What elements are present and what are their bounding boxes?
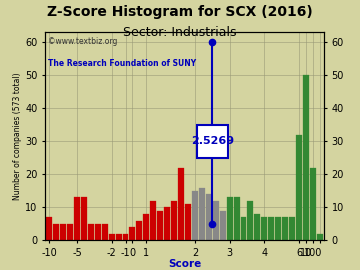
Bar (157, 211, 163, 240)
Bar (122, 234, 129, 240)
Bar (60, 224, 66, 240)
FancyBboxPatch shape (197, 125, 228, 158)
Bar (213, 201, 219, 240)
Bar (247, 201, 253, 240)
Bar (234, 197, 239, 240)
Bar (185, 204, 191, 240)
Bar (255, 214, 260, 240)
Bar (220, 211, 226, 240)
Bar (67, 224, 73, 240)
Bar (74, 197, 80, 240)
Text: 2.5269: 2.5269 (191, 136, 234, 146)
Bar (46, 217, 52, 240)
Bar (88, 224, 94, 240)
Bar (268, 217, 274, 240)
Text: Sector: Industrials: Sector: Industrials (123, 26, 237, 39)
Bar (164, 207, 170, 240)
Bar (206, 194, 212, 240)
Bar (275, 217, 281, 240)
Y-axis label: Number of companies (573 total): Number of companies (573 total) (13, 73, 22, 200)
Bar (192, 191, 198, 240)
Bar (303, 75, 309, 240)
Bar (116, 234, 122, 240)
Bar (296, 135, 302, 240)
Bar (289, 217, 295, 240)
Bar (102, 224, 108, 240)
Bar (150, 201, 156, 240)
Bar (261, 217, 267, 240)
Bar (171, 201, 177, 240)
Bar (53, 224, 59, 240)
Bar (227, 197, 233, 240)
Bar (95, 224, 101, 240)
Bar (310, 168, 316, 240)
Bar (178, 168, 184, 240)
Bar (130, 227, 135, 240)
Text: ©www.textbiz.org: ©www.textbiz.org (48, 36, 117, 46)
Bar (143, 214, 149, 240)
Text: Z-Score Histogram for SCX (2016): Z-Score Histogram for SCX (2016) (47, 5, 313, 19)
Bar (240, 217, 247, 240)
Bar (109, 234, 114, 240)
Bar (282, 217, 288, 240)
Bar (199, 187, 205, 240)
Bar (317, 234, 323, 240)
Bar (81, 197, 87, 240)
X-axis label: Score: Score (168, 259, 201, 269)
Text: The Research Foundation of SUNY: The Research Foundation of SUNY (48, 59, 196, 68)
Bar (136, 221, 142, 240)
